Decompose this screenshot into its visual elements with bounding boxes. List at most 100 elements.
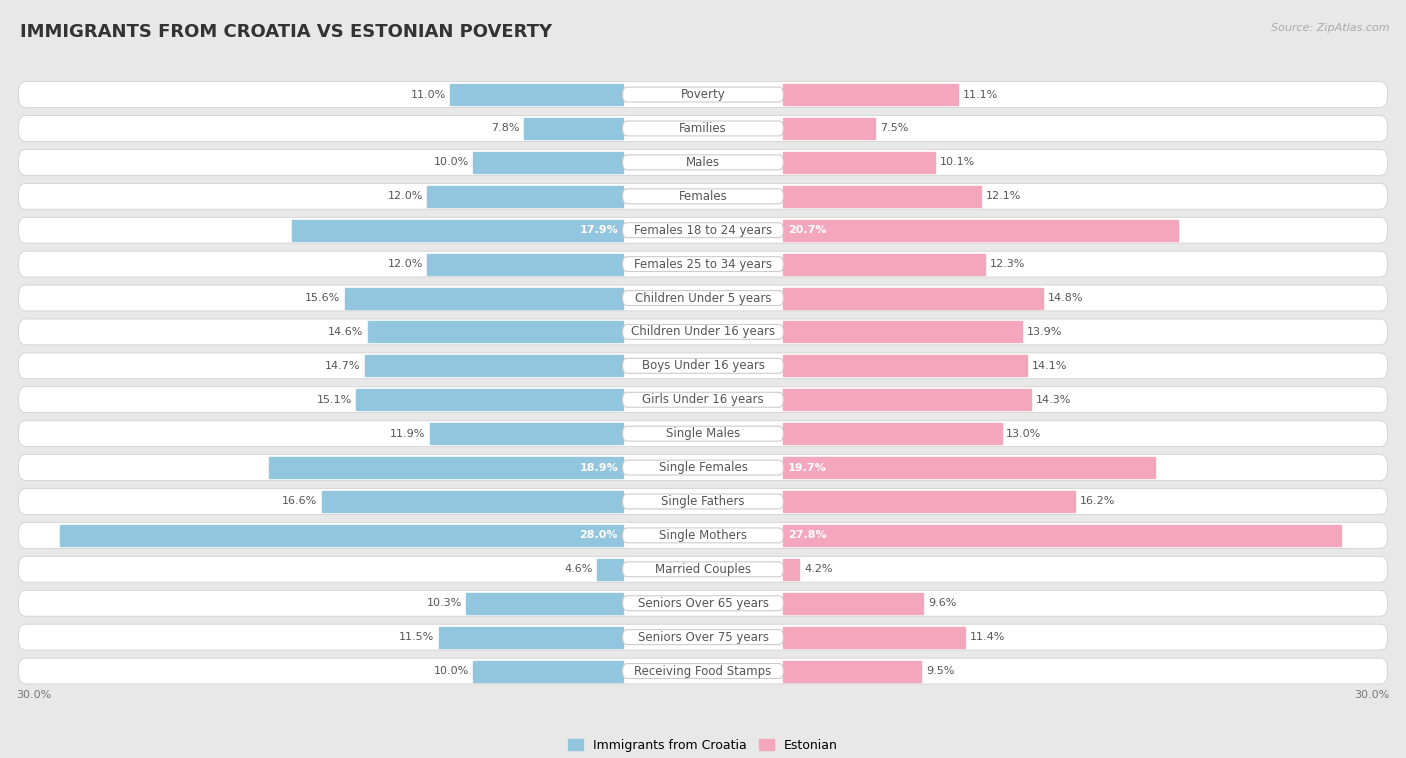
Text: Seniors Over 75 years: Seniors Over 75 years — [637, 631, 769, 644]
Text: Single Females: Single Females — [658, 461, 748, 474]
Bar — [474, 152, 623, 173]
Bar — [783, 152, 935, 173]
Text: 30.0%: 30.0% — [17, 691, 52, 700]
Bar — [783, 660, 921, 681]
FancyBboxPatch shape — [18, 522, 1388, 548]
FancyBboxPatch shape — [623, 596, 783, 611]
Text: 14.1%: 14.1% — [1032, 361, 1067, 371]
Text: 9.6%: 9.6% — [928, 598, 956, 608]
Text: 12.1%: 12.1% — [986, 191, 1021, 202]
Text: Source: ZipAtlas.com: Source: ZipAtlas.com — [1271, 23, 1389, 33]
Text: 7.8%: 7.8% — [491, 124, 519, 133]
FancyBboxPatch shape — [18, 115, 1388, 141]
Bar — [783, 287, 1043, 309]
FancyBboxPatch shape — [623, 630, 783, 644]
Text: 9.5%: 9.5% — [925, 666, 955, 676]
FancyBboxPatch shape — [623, 426, 783, 441]
Text: Males: Males — [686, 156, 720, 169]
FancyBboxPatch shape — [18, 421, 1388, 446]
Text: 15.1%: 15.1% — [316, 395, 352, 405]
FancyBboxPatch shape — [623, 562, 783, 577]
Bar — [783, 627, 965, 647]
Text: 30.0%: 30.0% — [1354, 691, 1389, 700]
Bar — [783, 525, 1341, 546]
Text: 18.9%: 18.9% — [579, 462, 619, 472]
FancyBboxPatch shape — [18, 625, 1388, 650]
Text: Single Males: Single Males — [666, 428, 740, 440]
Text: 11.0%: 11.0% — [411, 89, 446, 99]
Bar — [292, 220, 623, 241]
FancyBboxPatch shape — [623, 87, 783, 102]
Text: Females 25 to 34 years: Females 25 to 34 years — [634, 258, 772, 271]
Text: 14.8%: 14.8% — [1047, 293, 1083, 303]
Text: IMMIGRANTS FROM CROATIA VS ESTONIAN POVERTY: IMMIGRANTS FROM CROATIA VS ESTONIAN POVE… — [20, 23, 551, 41]
Text: 10.0%: 10.0% — [433, 666, 468, 676]
Bar — [783, 559, 800, 580]
Text: 14.3%: 14.3% — [1036, 395, 1071, 405]
Text: Receiving Food Stamps: Receiving Food Stamps — [634, 665, 772, 678]
Bar — [366, 356, 623, 376]
Bar — [783, 390, 1032, 410]
Text: 12.0%: 12.0% — [388, 259, 423, 269]
FancyBboxPatch shape — [18, 489, 1388, 515]
Bar — [344, 287, 623, 309]
Bar — [450, 84, 623, 105]
FancyBboxPatch shape — [18, 82, 1388, 108]
Text: Females: Females — [679, 190, 727, 203]
Legend: Immigrants from Croatia, Estonian: Immigrants from Croatia, Estonian — [562, 734, 844, 756]
Bar — [467, 593, 623, 614]
FancyBboxPatch shape — [623, 528, 783, 543]
Text: 11.4%: 11.4% — [969, 632, 1005, 642]
Text: Single Mothers: Single Mothers — [659, 529, 747, 542]
Text: Boys Under 16 years: Boys Under 16 years — [641, 359, 765, 372]
FancyBboxPatch shape — [623, 460, 783, 475]
Text: Females 18 to 24 years: Females 18 to 24 years — [634, 224, 772, 236]
Text: 13.9%: 13.9% — [1026, 327, 1062, 337]
Text: 12.0%: 12.0% — [388, 191, 423, 202]
FancyBboxPatch shape — [18, 218, 1388, 243]
Bar — [430, 423, 623, 444]
Text: 11.9%: 11.9% — [389, 429, 425, 439]
FancyBboxPatch shape — [623, 121, 783, 136]
FancyBboxPatch shape — [18, 149, 1388, 175]
Text: 10.0%: 10.0% — [433, 158, 468, 168]
FancyBboxPatch shape — [623, 189, 783, 204]
Bar — [368, 321, 623, 343]
FancyBboxPatch shape — [623, 663, 783, 678]
Text: 7.5%: 7.5% — [880, 124, 908, 133]
Text: 28.0%: 28.0% — [579, 531, 619, 540]
Text: 15.6%: 15.6% — [305, 293, 340, 303]
FancyBboxPatch shape — [623, 155, 783, 170]
Bar — [783, 356, 1026, 376]
Text: 13.0%: 13.0% — [1007, 429, 1042, 439]
FancyBboxPatch shape — [18, 285, 1388, 311]
Bar — [427, 186, 623, 207]
FancyBboxPatch shape — [18, 387, 1388, 412]
FancyBboxPatch shape — [623, 223, 783, 238]
FancyBboxPatch shape — [623, 494, 783, 509]
Bar — [60, 525, 623, 546]
Text: 17.9%: 17.9% — [579, 225, 619, 235]
Bar — [783, 186, 981, 207]
Bar — [356, 390, 623, 410]
Text: Poverty: Poverty — [681, 88, 725, 101]
Text: Children Under 5 years: Children Under 5 years — [634, 292, 772, 305]
Bar — [439, 627, 623, 647]
Bar — [783, 254, 986, 274]
Text: 16.6%: 16.6% — [283, 496, 318, 506]
FancyBboxPatch shape — [18, 590, 1388, 616]
Text: 4.6%: 4.6% — [564, 564, 593, 575]
FancyBboxPatch shape — [623, 393, 783, 407]
Bar — [524, 118, 623, 139]
Bar — [783, 118, 875, 139]
Text: Children Under 16 years: Children Under 16 years — [631, 325, 775, 338]
Text: Seniors Over 65 years: Seniors Over 65 years — [637, 597, 769, 609]
Bar — [598, 559, 623, 580]
Text: 14.6%: 14.6% — [328, 327, 363, 337]
Bar — [322, 491, 623, 512]
Text: 19.7%: 19.7% — [787, 462, 827, 472]
FancyBboxPatch shape — [623, 257, 783, 271]
Text: Girls Under 16 years: Girls Under 16 years — [643, 393, 763, 406]
FancyBboxPatch shape — [18, 556, 1388, 582]
FancyBboxPatch shape — [623, 324, 783, 340]
